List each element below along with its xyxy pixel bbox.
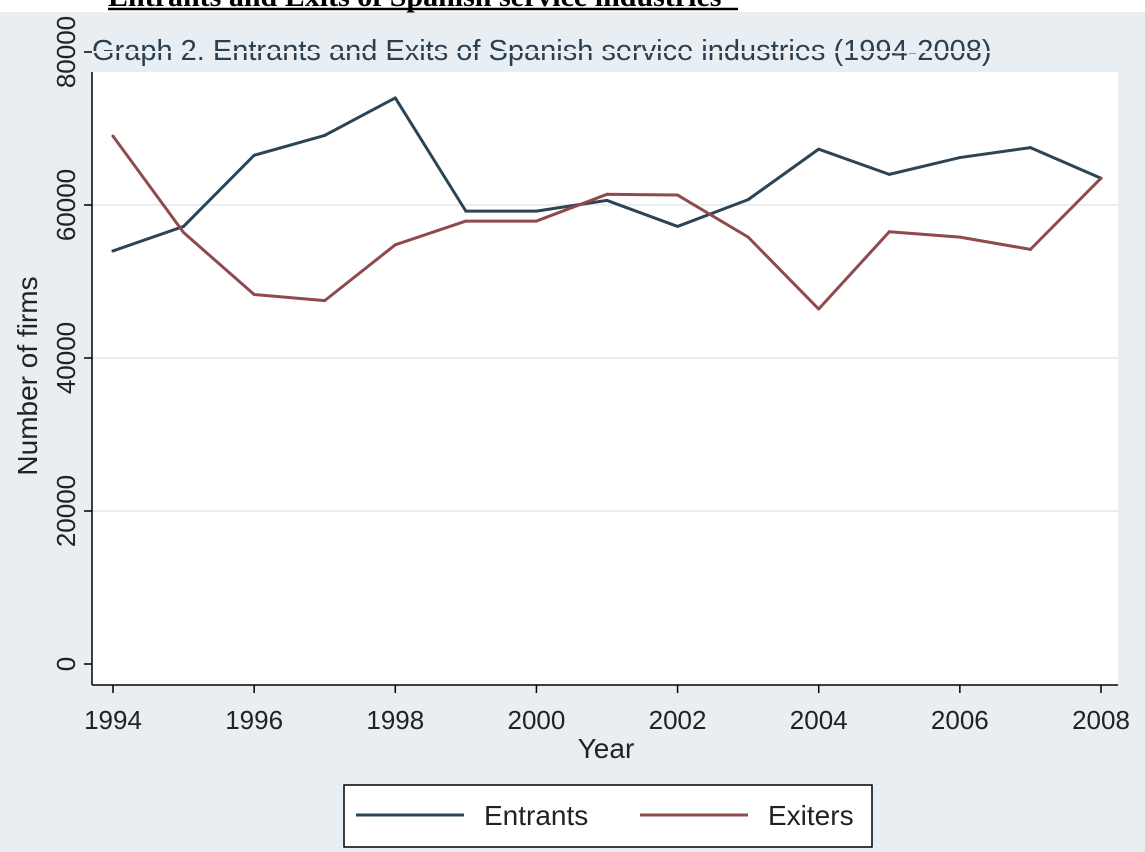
x-tick-label: 2008 [1072,705,1130,735]
data-point-exiters [605,192,609,196]
data-point-entrants [534,209,538,213]
legend-label-entrants: Entrants [484,800,588,831]
x-axis: 1994 1996 1998 2000 2002 2004 2006 2008 [84,684,1130,735]
x-tick-label: 1998 [366,705,424,735]
y-axis: 0 20000 40000 60000 80000 [51,16,93,685]
y-tick-label: 60000 [51,169,81,241]
data-point-entrants [887,172,891,176]
data-point-exiters [534,219,538,223]
data-point-exiters [817,307,821,311]
data-point-exiters [111,134,115,138]
legend: Entrants Exiters [343,784,873,848]
y-tick-label: 20000 [51,475,81,547]
y-tick-label: 40000 [51,322,81,394]
data-point-exiters [1099,176,1103,180]
x-tick-label: 1996 [225,705,283,735]
data-point-entrants [817,147,821,151]
data-point-exiters [323,299,327,303]
data-point-exiters [746,235,750,239]
data-point-entrants [182,224,186,228]
x-tick-label: 2006 [931,705,989,735]
legend-label-exiters: Exiters [768,800,854,831]
y-axis-title: Number of firms [12,276,43,475]
data-point-exiters [1028,247,1032,251]
data-point-entrants [1028,146,1032,150]
data-point-entrants [111,249,115,253]
data-point-entrants [958,156,962,160]
data-point-entrants [252,153,256,157]
data-point-exiters [676,193,680,197]
x-tick-label: 2000 [508,705,566,735]
data-point-exiters [182,231,186,235]
data-point-exiters [887,230,891,234]
plot-area [92,72,1118,685]
y-tick-label: 0 [51,657,81,671]
data-point-exiters [393,243,397,247]
data-point-entrants [605,198,609,202]
x-axis-title: Year [578,733,635,764]
document-heading: Entrants and Exits of Spanish service in… [108,0,721,13]
data-point-exiters [464,219,468,223]
x-tick-label: 1994 [84,705,142,735]
data-point-entrants [393,96,397,100]
y-tick-label: 80000 [51,16,81,88]
series-lines [111,96,1103,311]
data-point-exiters [958,235,962,239]
gridlines [92,51,1118,512]
data-point-exiters [252,293,256,297]
x-tick-label: 2002 [649,705,707,735]
x-tick-label: 2004 [790,705,848,735]
data-point-entrants [323,133,327,137]
data-point-entrants [746,198,750,202]
data-point-entrants [464,209,468,213]
data-point-entrants [676,224,680,228]
